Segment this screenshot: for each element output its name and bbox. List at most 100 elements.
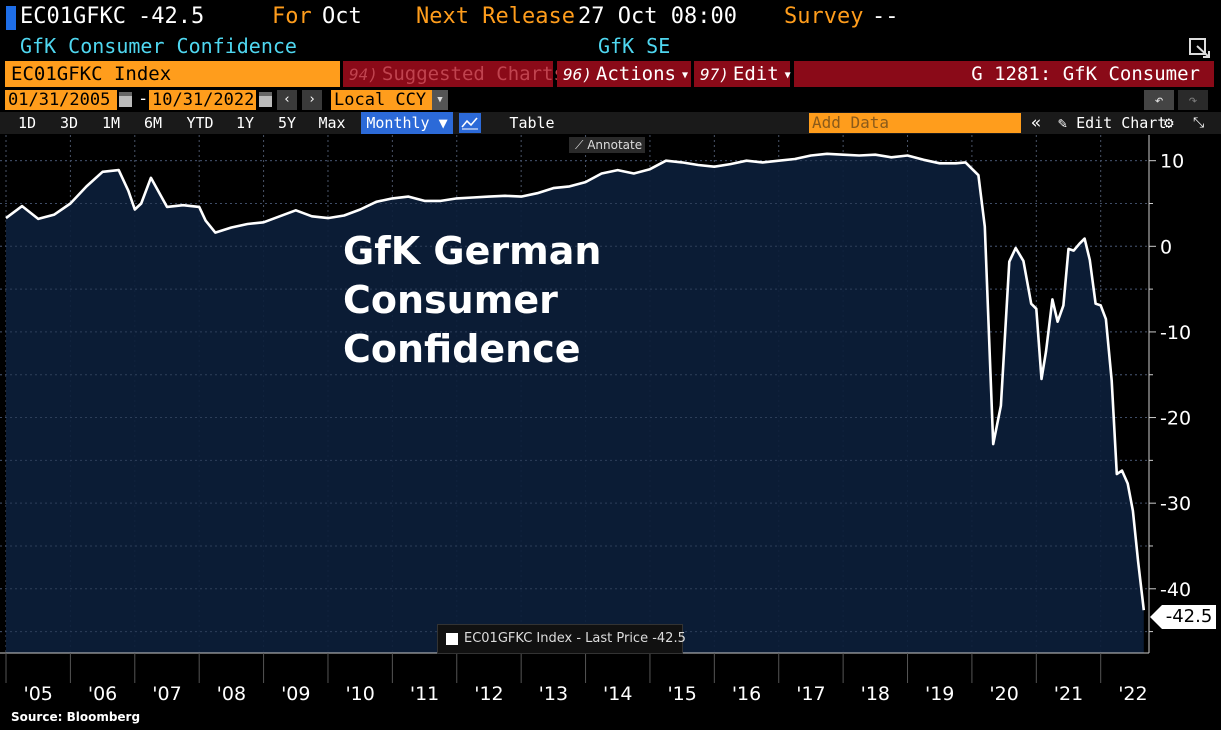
calendar-icon[interactable] — [119, 92, 132, 107]
chart-title-line: GfK German — [343, 229, 602, 273]
security-toolbar: EC01GFKC Index 94) Suggested Charts 96) Ac… — [0, 60, 1221, 88]
actions-label: Actions — [595, 63, 676, 85]
actions-button[interactable]: 96) Actions ▼ — [557, 61, 691, 87]
next-button[interactable]: › — [302, 90, 322, 110]
header-bar: EC01GFKC -42.5 For Oct Next Release 27 O… — [0, 0, 1221, 34]
last-price-pointer — [1150, 605, 1162, 629]
line-chart-icon — [461, 117, 478, 130]
x-tick-label: '06 — [88, 683, 117, 705]
chart-title: GfK German Consumer Confidence — [343, 227, 663, 374]
edit-button[interactable]: 97) Edit ▼ — [694, 61, 791, 87]
chart-name: G 1281: GfK Consumer — [794, 61, 1214, 87]
x-tick-label: '17 — [796, 683, 825, 705]
y-tick-label: -10 — [1160, 322, 1191, 344]
collapse-button[interactable]: « — [1031, 113, 1042, 133]
legend-label: EC01GFKC Index - Last Price -42.5 — [464, 631, 686, 646]
x-tick-label: '19 — [925, 683, 954, 705]
expand-icon[interactable] — [1189, 37, 1213, 59]
caret-down-icon: ▼ — [784, 70, 791, 81]
gear-icon[interactable]: ⚙ — [1164, 113, 1174, 132]
currency-select[interactable]: Local CCY — [331, 90, 432, 110]
suggested-label: Suggested Charts — [381, 63, 565, 85]
actions-key: 96) — [563, 65, 592, 84]
x-tick-label: '18 — [861, 683, 890, 705]
y-tick-label: -40 — [1160, 579, 1191, 601]
y-tick-label: -20 — [1160, 408, 1191, 430]
legend-swatch — [446, 633, 458, 645]
chart-title-line: Consumer — [343, 278, 558, 322]
timeframe-max[interactable]: Max — [318, 114, 346, 132]
table-button[interactable]: Table — [509, 114, 555, 132]
y-tick-label: 10 — [1160, 151, 1184, 173]
ticker-symbol[interactable]: EC01GFKC — [20, 4, 126, 29]
annotate-button[interactable]: ⟋ Annotate — [569, 137, 645, 153]
calendar-icon[interactable] — [259, 92, 272, 107]
add-data-input[interactable]: Add Data — [809, 113, 1021, 133]
timeframe-1m[interactable]: 1M — [101, 114, 121, 132]
timeframe-5y[interactable]: 5Y — [277, 114, 297, 132]
source-org: GfK SE — [598, 34, 671, 58]
chevron-down-icon[interactable]: ▼ — [432, 90, 448, 110]
x-tick-label: '20 — [989, 683, 1018, 705]
source-note: Source: Bloomberg — [11, 710, 141, 724]
x-tick-label: '15 — [667, 683, 696, 705]
timeframe-1d[interactable]: 1D — [17, 114, 37, 132]
start-date-field[interactable]: 01/31/2005 — [5, 90, 117, 110]
y-tick-label: -30 — [1160, 493, 1191, 515]
redo-button[interactable]: ↷ — [1178, 90, 1208, 110]
edit-chart-button[interactable]: ✎ Edit Chart — [1058, 112, 1166, 134]
x-tick-label: '11 — [410, 683, 439, 705]
date-separator: - — [138, 89, 149, 109]
x-tick-label: '08 — [217, 683, 246, 705]
edit-key: 97) — [700, 65, 729, 84]
date-range-bar: 01/31/2005 - 10/31/2022 ‹ › Local CCY ▼ … — [0, 89, 1221, 111]
next-release-label: Next Release — [416, 4, 575, 29]
previous-button[interactable]: ‹ — [277, 90, 297, 110]
x-tick-label: '14 — [603, 683, 632, 705]
suggested-key: 94) — [349, 65, 378, 84]
ticker-marker — [6, 6, 16, 30]
timeframe-6m[interactable]: 6M — [143, 114, 163, 132]
chart-plot: 10 0 -10 -20 -30 -40 '05 '06 '07 '08 '09 '10 '11 '12 '… — [0, 135, 1191, 705]
security-description: GfK Consumer Confidence — [20, 34, 297, 58]
last-price-tag: -42.5 — [1162, 605, 1216, 629]
survey-value: -- — [872, 4, 899, 29]
chart-area: 10 0 -10 -20 -30 -40 '05 '06 '07 '08 '09 '10 '11 '12 '… — [0, 135, 1221, 730]
x-tick-label: '21 — [1054, 683, 1083, 705]
end-date-field[interactable]: 10/31/2022 — [149, 90, 256, 110]
pencil-icon: ⟋ — [575, 138, 588, 152]
pencil-icon: ✎ — [1058, 114, 1077, 132]
for-value: Oct — [322, 4, 362, 29]
x-tick-label: '16 — [732, 683, 761, 705]
timeframe-3d[interactable]: 3D — [59, 114, 79, 132]
period-select[interactable]: Monthly ▼ — [361, 112, 453, 134]
caret-down-icon: ▼ — [681, 70, 689, 81]
timeframe-bar: 1D 3D 1M 6M YTD 1Y 5Y Max Monthly ▼ Tabl… — [0, 112, 1221, 134]
x-tick-label: '07 — [152, 683, 181, 705]
x-tick-label: '05 — [23, 683, 52, 705]
survey-label: Survey — [784, 4, 864, 29]
suggested-charts-button[interactable]: 94) Suggested Charts — [343, 61, 565, 87]
description-bar: GfK Consumer Confidence GfK SE — [0, 34, 1221, 60]
timeframe-ytd[interactable]: YTD — [186, 114, 214, 132]
edit-label: Edit — [732, 63, 779, 85]
y-tick-label: 0 — [1160, 236, 1172, 258]
x-tick-label: '12 — [474, 683, 503, 705]
x-tick-label: '10 — [345, 683, 374, 705]
x-tick-label: '09 — [281, 683, 310, 705]
timeframe-1y[interactable]: 1Y — [235, 114, 255, 132]
for-label: For — [272, 4, 312, 29]
undo-button[interactable]: ↶ — [1144, 90, 1174, 110]
edit-chart-label: Edit Chart — [1076, 114, 1167, 132]
x-tick-label: '13 — [539, 683, 568, 705]
x-tick-label: '22 — [1118, 683, 1147, 705]
annotate-label: Annotate — [587, 138, 643, 152]
last-value: -42.5 — [138, 4, 205, 29]
security-field[interactable]: EC01GFKC Index — [5, 61, 340, 87]
chart-legend[interactable]: EC01GFKC Index - Last Price -42.5 — [437, 624, 686, 654]
chart-title-line: Confidence — [343, 327, 581, 371]
resize-icon[interactable]: ⤡ — [1193, 115, 1205, 131]
chart-type-button[interactable] — [459, 113, 481, 133]
series-area — [6, 153, 1144, 654]
next-release-value: 27 Oct 08:00 — [578, 4, 737, 29]
